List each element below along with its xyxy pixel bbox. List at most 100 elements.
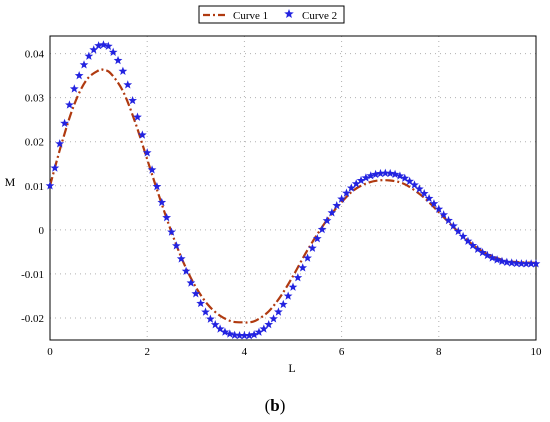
series-curve-2-point xyxy=(366,171,376,180)
series-curve-2-point xyxy=(478,247,487,257)
series-curve-2-point xyxy=(181,266,191,275)
y-tick-label: 0.04 xyxy=(25,49,45,61)
series-curve-2-point xyxy=(230,330,240,339)
series-curve-2-point xyxy=(497,256,507,266)
series-curve-2-point xyxy=(521,259,531,268)
grid xyxy=(50,36,536,340)
y-axis-label: M xyxy=(5,175,16,189)
series-curve-2-point xyxy=(507,258,517,267)
x-tick-label: 2 xyxy=(144,346,150,358)
series-curve-2-point xyxy=(74,71,84,80)
series-curve-2-point xyxy=(206,314,215,323)
series-curve-2-point xyxy=(312,234,322,243)
series-curve-2-point xyxy=(196,298,206,308)
series-curve-2-point xyxy=(293,273,303,282)
series-curve-2-point xyxy=(395,171,405,180)
series-curve-2-point xyxy=(356,175,366,185)
series-curve-2-point xyxy=(473,244,483,254)
series-curve-2-point xyxy=(152,181,162,191)
series-curve-2-point xyxy=(201,307,210,316)
series-curve-2-point xyxy=(380,168,390,177)
series-curve-2-point xyxy=(89,45,99,54)
series-curve-2-point xyxy=(303,253,312,262)
series-curve-2-point xyxy=(264,319,274,329)
series-curve-2-point xyxy=(449,221,458,230)
x-tick-label: 4 xyxy=(242,346,248,358)
series-curve-2-point xyxy=(453,226,463,236)
y-tick-label: 0 xyxy=(39,225,45,237)
series-curve-2-point xyxy=(298,263,308,272)
series-curve-2-point xyxy=(249,330,259,339)
series-curve-2-point xyxy=(317,224,327,234)
legend-label-curve-1: Curve 1 xyxy=(233,10,268,22)
series-curve-2-point xyxy=(278,299,288,309)
series-curve-2-point xyxy=(332,200,342,210)
series-curve-2-point xyxy=(123,80,133,89)
y-tick-label: 0.03 xyxy=(25,93,45,105)
caption-open: ( xyxy=(264,396,271,415)
x-tick-label: 0 xyxy=(47,346,53,358)
series-curve-2-point xyxy=(113,55,123,65)
series-curve-2-point xyxy=(502,257,512,266)
y-ticks: -0.02 -0.01 0 0.01 0.02 0.03 0.04 xyxy=(21,49,44,325)
series-curve-2-point xyxy=(376,168,385,178)
series-curve-2-point xyxy=(162,213,172,222)
series-curve-2-point xyxy=(419,188,429,198)
series-curve-2-point xyxy=(517,259,526,268)
series-curve-2-point xyxy=(79,60,89,69)
series-curve-2-point xyxy=(128,95,137,105)
series xyxy=(45,40,541,340)
series-curve-2-point xyxy=(346,183,356,192)
series-curve-2-point xyxy=(235,330,244,340)
plot-frame xyxy=(49,35,537,341)
series-curve-2-point xyxy=(60,118,69,128)
series-curve-2-point xyxy=(434,204,444,213)
legend-box xyxy=(198,5,345,24)
series-curve-2-point xyxy=(84,51,94,60)
series-curve-2-point xyxy=(69,84,79,93)
series-curve-2-point xyxy=(210,320,220,329)
series-curve-2-point xyxy=(283,291,293,300)
x-tick-label: 10 xyxy=(531,346,543,358)
series-curve-2-point xyxy=(50,163,60,172)
series-curve-2-point xyxy=(288,282,298,291)
legend-label-curve-2: Curve 2 xyxy=(302,10,337,22)
series-curve-2-point xyxy=(99,40,108,49)
series-curve-2-point xyxy=(118,66,128,75)
series-curve-2-point xyxy=(487,253,497,262)
y-tick-label: 0.01 xyxy=(25,181,44,193)
legend: Curve 1 Curve 2 xyxy=(198,5,345,24)
series-curve-2-point xyxy=(157,197,167,207)
series-curve-2-point xyxy=(240,330,249,340)
series-curve-2-point xyxy=(244,330,254,340)
series-curve-2-point xyxy=(400,173,410,182)
series-curve-2-point xyxy=(405,176,415,186)
series-curve-2-point xyxy=(371,169,380,179)
series-curve-2-point xyxy=(492,255,502,264)
series-curve-2-point xyxy=(103,41,113,50)
series-curve-2-point xyxy=(337,194,346,203)
series-curve-2-point xyxy=(322,216,332,225)
series-curve-2-point xyxy=(526,259,536,268)
series-curve-2-point xyxy=(410,180,419,189)
series-curve-2-point xyxy=(361,173,371,182)
series-curve-2-point xyxy=(342,188,351,197)
x-ticks: 0 2 4 6 8 10 xyxy=(47,346,542,358)
series-curve-2-point xyxy=(191,289,201,298)
series-curve-2-point xyxy=(142,148,152,157)
series-curve-2-point xyxy=(254,327,264,336)
series-curve-2-point xyxy=(458,231,468,241)
series-curve-2-point xyxy=(65,100,74,109)
series-curve-2-point xyxy=(483,250,492,260)
y-tick-label: -0.02 xyxy=(21,313,44,325)
star-icon xyxy=(284,9,294,19)
y-tick-label: -0.01 xyxy=(21,269,44,281)
series-curve-2-point xyxy=(414,184,424,193)
series-curve-2-point xyxy=(463,236,473,245)
series-curve-2-point xyxy=(55,139,65,148)
series-curve-2-point xyxy=(94,41,103,50)
series-curve-2-point xyxy=(147,165,157,174)
series-curve-2-point xyxy=(225,329,235,338)
x-tick-label: 6 xyxy=(339,346,345,358)
series-curve-2-markers xyxy=(45,40,541,340)
